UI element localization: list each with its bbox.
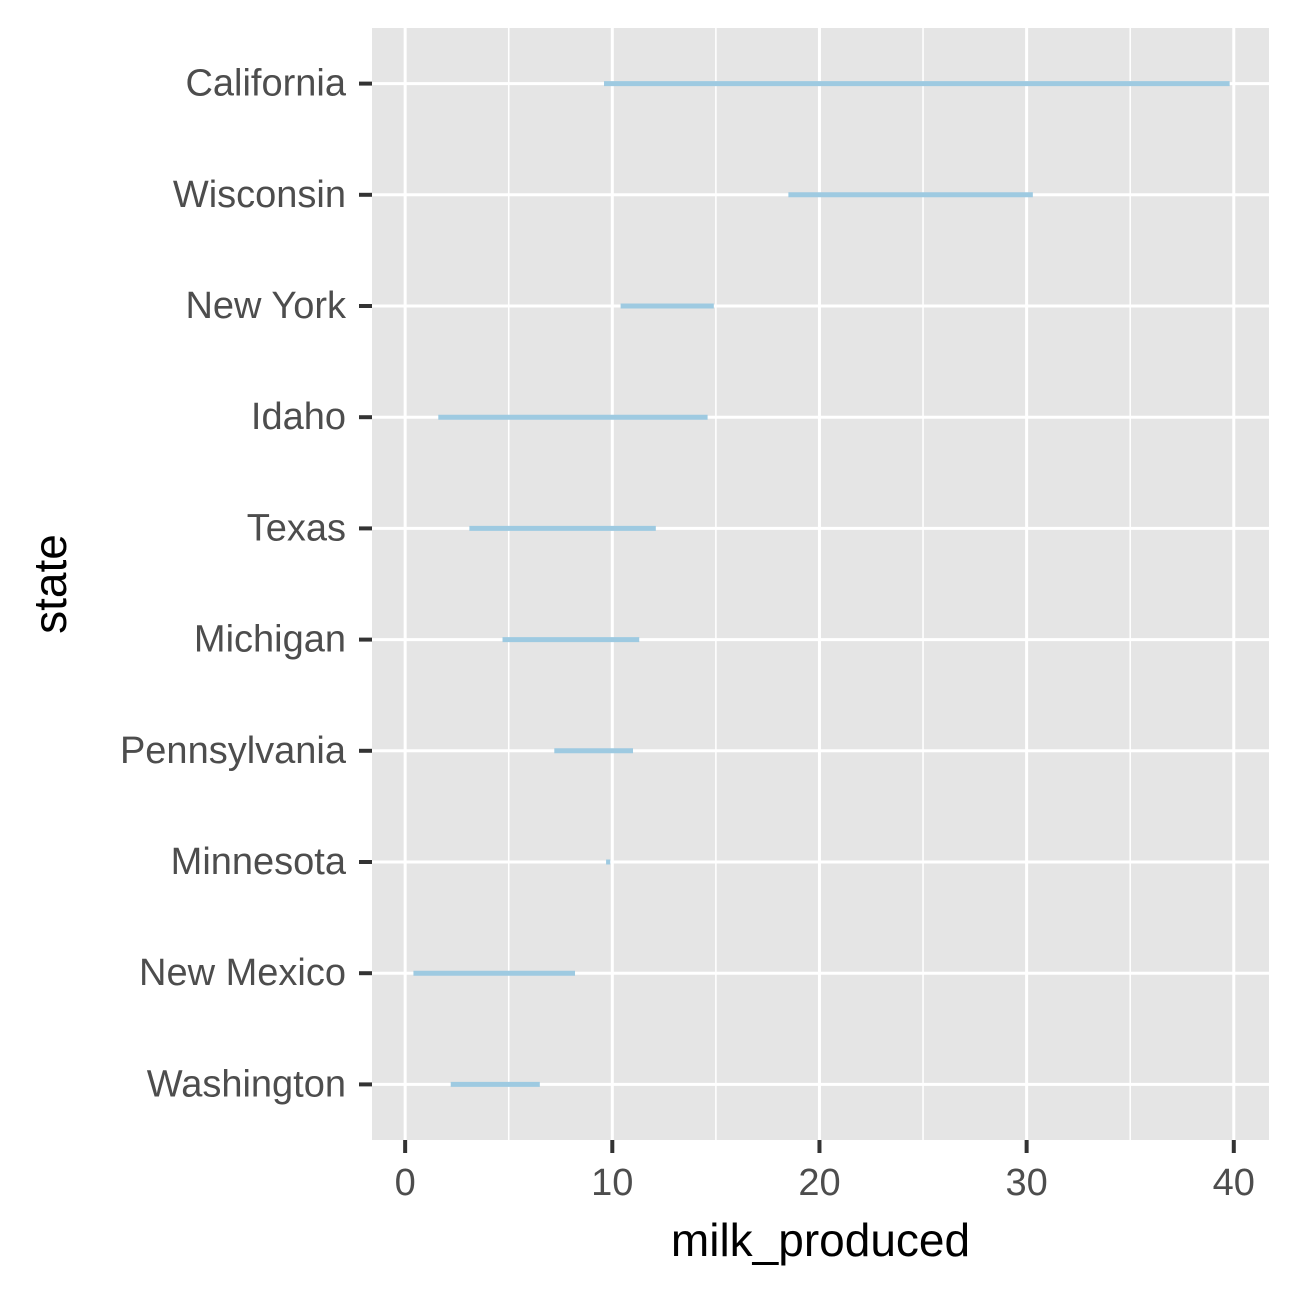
y-tick-label: California	[185, 63, 346, 105]
x-tick-label: 0	[395, 1162, 416, 1204]
x-tick-label: 10	[591, 1162, 633, 1204]
range-segments	[413, 81, 1230, 1087]
y-tick-label: Pennsylvania	[120, 730, 347, 772]
y-tick-label: Wisconsin	[173, 174, 346, 216]
x-tick-label: 40	[1213, 1162, 1255, 1204]
y-tick-label: Washington	[147, 1063, 346, 1105]
x-tick-label: 20	[798, 1162, 840, 1204]
x-axis: 0 10 20 30 40	[395, 1140, 1255, 1204]
y-tick-label: Minnesota	[171, 841, 347, 883]
y-tick-label: Michigan	[194, 619, 346, 661]
y-axis: California Wisconsin New York Idaho Texas Mic…	[120, 63, 372, 1105]
y-tick-label: Texas	[247, 507, 346, 549]
y-axis-title: state	[24, 534, 76, 634]
y-tick-label: New York	[185, 285, 347, 327]
y-tick-label: New Mexico	[139, 952, 346, 994]
x-tick-label: 30	[1005, 1162, 1047, 1204]
x-axis-title: milk_produced	[671, 1214, 970, 1266]
minor-gridlines	[507, 28, 1131, 1140]
y-tick-label: Idaho	[251, 396, 346, 438]
